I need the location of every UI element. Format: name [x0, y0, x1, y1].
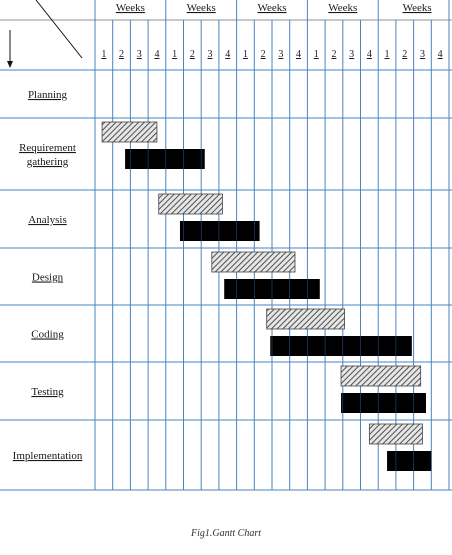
- planned-bar: [340, 365, 422, 387]
- task-label: Testing: [31, 386, 64, 398]
- week-number: 4: [367, 49, 372, 60]
- week-number: 3: [278, 49, 283, 60]
- week-group-label: Weeks: [257, 2, 286, 14]
- week-number: 4: [296, 49, 301, 60]
- task-label: Analysis: [28, 214, 67, 226]
- week-number: 1: [385, 49, 390, 60]
- week-number: 2: [261, 49, 266, 60]
- planned-bar: [101, 121, 158, 143]
- figure-caption: Fig1.Gantt Chart: [190, 528, 261, 539]
- actual-bar: [341, 393, 426, 413]
- actual-bar: [179, 221, 260, 241]
- actual-bar: [270, 336, 412, 356]
- actual-bar: [125, 149, 205, 169]
- corner-diagonal: [35, 0, 83, 59]
- task-label: Planning: [28, 89, 68, 101]
- task-label: Coding: [31, 329, 64, 341]
- week-headers: Weeks Weeks Weeks Weeks Weeks 1 2 3 4 1 2 3 4 1 2 3 4 1 2 3…: [101, 2, 442, 60]
- week-number: 3: [208, 49, 213, 60]
- down-arrow-head-icon: [7, 61, 13, 68]
- planned-bar: [368, 423, 423, 445]
- week-number: 4: [154, 49, 159, 60]
- week-number: 2: [119, 49, 124, 60]
- planned-bar: [211, 251, 296, 273]
- task-label: Design: [32, 272, 64, 284]
- week-number: 2: [190, 49, 195, 60]
- week-number: 4: [225, 49, 230, 60]
- task-bars: [101, 121, 432, 471]
- week-group-label: Weeks: [116, 2, 145, 14]
- chart-grid: [0, 0, 452, 491]
- week-number: 2: [402, 49, 407, 60]
- week-number: 1: [101, 49, 106, 60]
- planned-bar: [266, 308, 345, 330]
- week-group-label: Weeks: [403, 2, 432, 14]
- gantt-chart: Weeks Weeks Weeks Weeks Weeks 1 2 3 4 1 2 3 4 1 2 3 4 1 2 3…: [0, 0, 452, 491]
- task-labels: Planning Requirement gathering Analysis Desi…: [13, 89, 83, 462]
- task-label: Implementation: [13, 450, 83, 462]
- week-number: 3: [420, 49, 425, 60]
- week-number: 1: [243, 49, 248, 60]
- week-group-label: Weeks: [328, 2, 357, 14]
- week-number: 1: [314, 49, 319, 60]
- week-number: 4: [438, 49, 443, 60]
- week-number: 2: [331, 49, 336, 60]
- actual-bar: [387, 451, 432, 471]
- week-number: 3: [349, 49, 354, 60]
- week-group-label: Weeks: [187, 2, 216, 14]
- planned-bar: [158, 193, 223, 215]
- task-label: Requirement gathering: [19, 142, 76, 168]
- week-number: 3: [137, 49, 142, 60]
- week-number: 1: [172, 49, 177, 60]
